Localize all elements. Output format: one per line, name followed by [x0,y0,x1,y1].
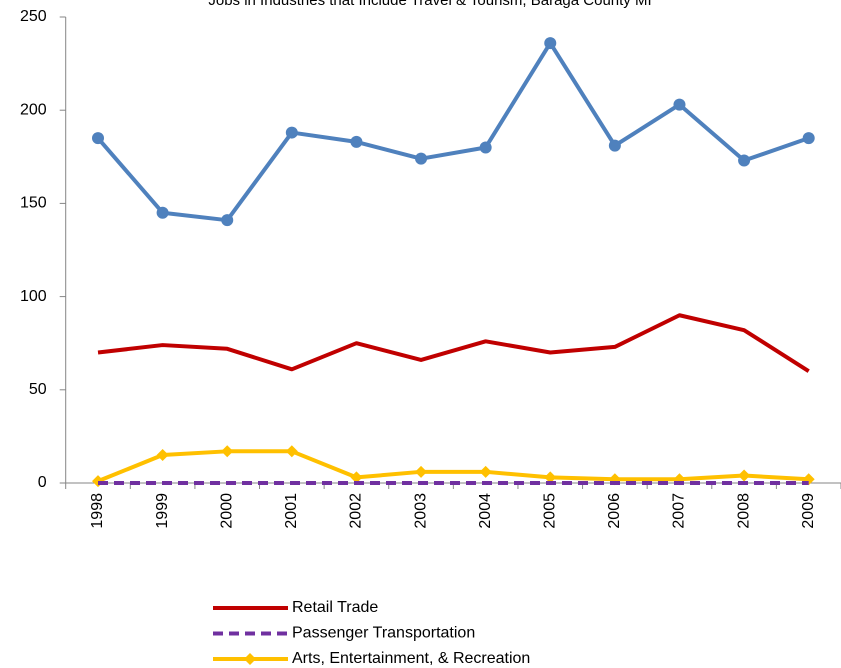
legend-label: Passenger Transportation [292,625,475,642]
y-tick-label: 250 [20,8,47,25]
point-marker [285,445,298,458]
x-tick-label: 2005 [541,493,558,529]
point-marker [738,469,751,482]
chart-title: Jobs in Industries that Include Travel &… [208,0,651,9]
y-tick-label: 100 [20,288,47,305]
y-tick-label: 150 [20,195,47,212]
point-marker [221,214,234,227]
y-tick-label: 50 [29,381,47,398]
x-tick-label: 1999 [154,493,171,529]
series-line [97,313,810,373]
x-tick-label: 2006 [606,493,623,529]
point-marker [673,98,686,111]
x-tick-label: 2004 [477,493,494,529]
x-tick-label: 2001 [283,493,300,529]
point-marker [738,154,751,167]
point-marker [92,132,105,145]
point-marker [544,471,557,484]
point-marker [802,132,815,145]
series-line [96,41,810,223]
x-tick-label: 2002 [348,493,365,529]
x-tick-label: 2009 [800,493,817,529]
x-tick-label: 1998 [89,493,106,529]
x-tick-label: 2000 [218,493,235,529]
x-tick-label: 2007 [671,493,688,529]
point-marker [479,465,492,478]
legend-label: Retail Trade [292,599,378,616]
y-tick-label: 200 [20,101,47,118]
x-tick-label: 2003 [412,493,429,529]
point-marker [285,126,298,139]
point-marker [156,206,169,219]
point-marker [415,152,428,165]
point-marker [221,445,234,458]
point-marker [608,139,621,152]
y-tick-label: 0 [38,474,47,491]
legend-marker [244,653,256,665]
x-tick-label: 2008 [735,493,752,529]
point-marker [415,465,428,478]
legend-label: Arts, Entertainment, & Recreation [292,650,530,667]
point-marker [156,449,169,462]
series-line [97,449,809,483]
point-marker [479,141,492,154]
point-marker [350,135,363,148]
point-marker [350,471,363,484]
point-marker [544,37,557,50]
